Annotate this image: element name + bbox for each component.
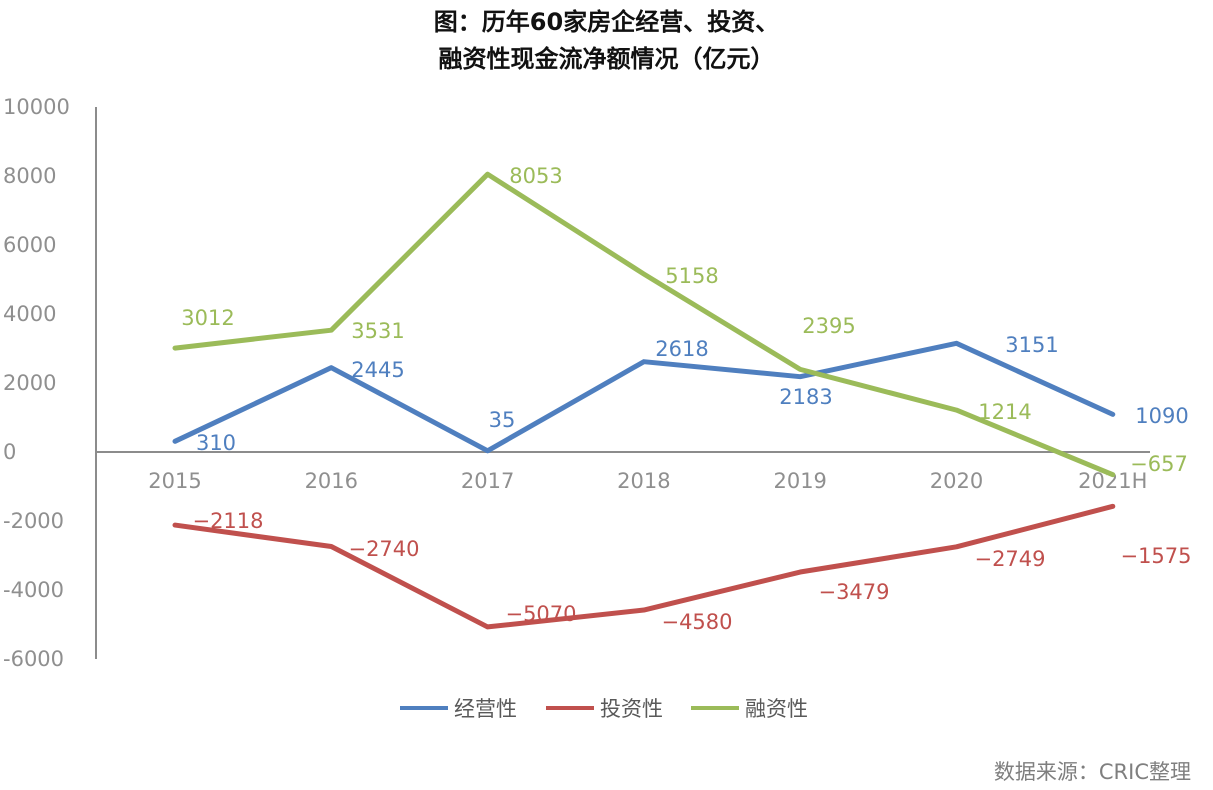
series-line-operating [172, 340, 1116, 454]
y-tick-label: -6000 [3, 647, 64, 671]
data-label-financing: 1214 [978, 400, 1031, 424]
y-tick-label: 4000 [3, 302, 56, 326]
data-label-operating: 2618 [655, 337, 708, 361]
data-label-operating: 2183 [779, 385, 832, 409]
legend-item-investing: 投资性 [546, 693, 663, 723]
legend-swatch-financing [691, 706, 739, 710]
legend-label-financing: 融资性 [745, 697, 808, 721]
y-tick-label: -4000 [3, 578, 64, 602]
data-label-investing: −4580 [661, 610, 732, 634]
x-tick-label: 2019 [773, 469, 826, 493]
series-line-financing [172, 171, 1116, 478]
y-tick-label: -2000 [3, 509, 64, 533]
y-tick-label: 10000 [3, 95, 70, 119]
data-label-financing: 5158 [665, 264, 718, 288]
data-label-operating: 35 [489, 408, 516, 432]
x-tick-label: 2017 [461, 469, 514, 493]
legend-item-operating: 经营性 [400, 693, 517, 723]
data-label-financing: 3531 [351, 319, 404, 343]
data-label-financing: 3012 [181, 306, 234, 330]
data-label-investing: −2740 [348, 537, 419, 561]
x-tick-label: 2016 [305, 469, 358, 493]
y-tick-label: 8000 [3, 164, 56, 188]
legend-swatch-investing [546, 706, 594, 710]
data-label-financing: 8053 [509, 164, 562, 188]
data-label-operating: 3151 [1005, 333, 1058, 357]
data-source: 数据来源：CRIC整理 [993, 760, 1191, 784]
data-label-investing: −5070 [505, 602, 576, 626]
data-label-investing: −3479 [818, 580, 889, 604]
chart-subtitle: 融资性现金流净额情况（亿元） [438, 45, 775, 73]
line-chart: 10000 8000 6000 4000 2000 0 -2000 -4000 -6000 201… [3, 95, 1192, 671]
x-tick-label: 2015 [148, 469, 201, 493]
x-tick-label: 2018 [617, 469, 670, 493]
y-tick-label: 6000 [3, 233, 56, 257]
data-label-financing: 2395 [802, 314, 855, 338]
series-line-investing [172, 503, 1116, 630]
chart-legend: 经营性 投资性 融资性 [0, 693, 1213, 723]
data-label-investing: −1575 [1120, 544, 1191, 568]
y-tick-label: 2000 [3, 371, 56, 395]
data-label-operating: 310 [196, 431, 236, 455]
x-tick-label: 2020 [930, 469, 983, 493]
data-label-operating: 1090 [1135, 404, 1188, 428]
data-label-investing: −2118 [192, 509, 263, 533]
legend-swatch-operating [400, 706, 448, 710]
legend-item-financing: 融资性 [691, 693, 808, 723]
chart-title: 图：历年60家房企经营、投资、 [433, 8, 780, 36]
y-tick-label: 0 [3, 440, 16, 464]
legend-label-investing: 投资性 [600, 697, 663, 721]
data-label-financing: −657 [1130, 452, 1188, 476]
legend-label-operating: 经营性 [454, 697, 517, 721]
data-label-investing: −2749 [974, 547, 1045, 571]
data-label-operating: 2445 [351, 358, 404, 382]
